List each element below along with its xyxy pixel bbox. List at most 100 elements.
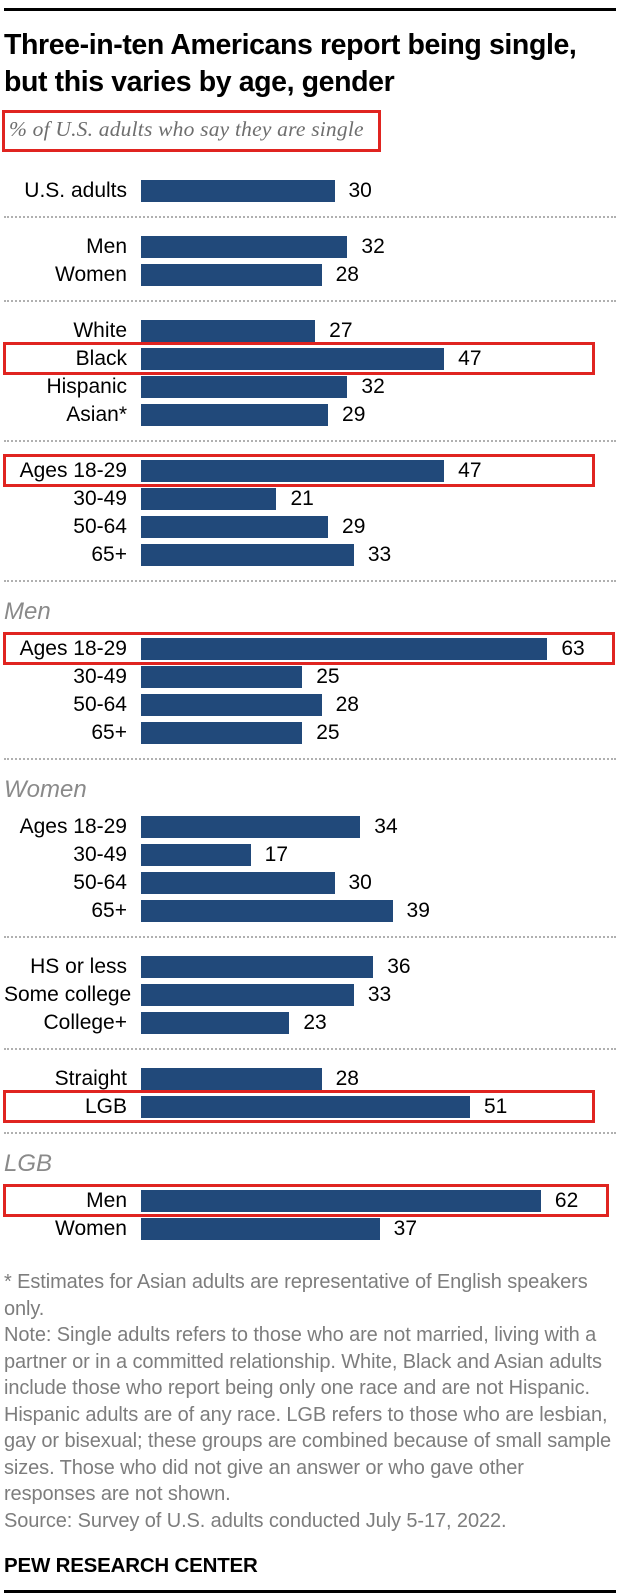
bar-label: Men <box>86 1189 127 1212</box>
bar-row: 30-49 17 <box>4 841 616 869</box>
bar-value: 21 <box>290 487 314 510</box>
bar-row: Ages 18-29 34 <box>4 813 616 841</box>
bar-value: 30 <box>348 179 372 202</box>
bar-row: 50-64 30 <box>4 869 616 897</box>
chart-group: U.S. adults 30 <box>4 164 616 218</box>
bar-row: 50-64 29 <box>4 513 616 541</box>
bar-value: 17 <box>264 843 288 866</box>
group-header: Women <box>4 776 87 803</box>
group-header: LGB <box>4 1150 53 1177</box>
bar <box>141 956 374 978</box>
bar-value: 29 <box>342 403 366 426</box>
bar-value: 63 <box>561 637 585 660</box>
bar-label: 30-49 <box>73 843 127 866</box>
bar-value: 34 <box>374 815 398 838</box>
bar-row: Black 47 <box>3 342 616 375</box>
bar-value: 47 <box>458 347 482 370</box>
chart-subtitle: % of U.S. adults who say they are single <box>9 117 364 141</box>
bar <box>141 1012 290 1034</box>
bar-value: 23 <box>303 1011 327 1034</box>
bar <box>141 320 316 342</box>
asterisk-note: * Estimates for Asian adults are represe… <box>4 1271 588 1320</box>
bar-row: Some college 33 <box>4 981 616 1009</box>
bar <box>141 264 322 286</box>
bar <box>141 638 548 660</box>
bar-value: 25 <box>316 665 340 688</box>
bar-label: Women <box>55 263 127 286</box>
bar-label: Ages 18-29 <box>19 815 127 838</box>
chart-footnotes: * Estimates for Asian adults are represe… <box>4 1269 616 1534</box>
bar <box>141 236 348 258</box>
bar-row: College+ 23 <box>4 1009 616 1037</box>
bar-label: 50-64 <box>73 871 127 894</box>
bar-value: 62 <box>554 1189 579 1212</box>
pew-research-center-wordmark: PEW RESEARCH CENTER <box>4 1554 258 1577</box>
bar-label: Asian* <box>66 403 127 426</box>
bar-label: Men <box>86 235 127 258</box>
bar-row: Ages 18-29 47 <box>3 454 616 487</box>
chart-group: LGB Men 62 Women 37 <box>3 1134 616 1249</box>
chart-group: Ages 18-29 47 30-49 21 50-64 29 65+ 33 <box>3 442 616 582</box>
bar <box>141 694 322 716</box>
source-note: Source: Survey of U.S. adults conducted … <box>4 1509 507 1532</box>
methodology-note: Note: Single adults refers to those who … <box>4 1324 612 1505</box>
chart-group: Women Ages 18-29 34 30-49 17 50-64 30 65+ 39 <box>4 760 616 938</box>
bar-label: Women <box>55 1217 127 1240</box>
bar <box>141 460 445 482</box>
chart-group: Straight 28 LGB 51 <box>3 1050 616 1134</box>
chart-group: Men Ages 18-29 63 30-49 25 50-64 28 65+ 25 <box>3 582 616 760</box>
top-divider <box>4 8 616 11</box>
bar-label: 30-49 <box>73 665 127 688</box>
bar <box>141 348 445 370</box>
chart-group: HS or less 36 Some college 33 College+ 23 <box>4 938 616 1050</box>
bar <box>141 544 354 566</box>
bar-label: 65+ <box>91 543 127 566</box>
bar-row: 30-49 25 <box>4 663 616 691</box>
bar-value: 47 <box>458 459 482 482</box>
bar-label: White <box>73 319 127 342</box>
bar-row: Men 62 <box>3 1184 616 1217</box>
bar-row: 50-64 28 <box>4 691 616 719</box>
bar-row: 65+ 39 <box>4 897 616 925</box>
bar-value: 25 <box>316 721 340 744</box>
bar <box>141 872 335 894</box>
bar-value: 33 <box>367 983 392 1006</box>
bar-row: Ages 18-29 63 <box>3 632 616 665</box>
chart-group: Men 32 Women 28 <box>4 218 616 302</box>
bar-row: 65+ 33 <box>4 541 616 569</box>
bar-value: 32 <box>361 375 385 398</box>
bar-row: 65+ 25 <box>4 719 616 747</box>
bar <box>141 816 361 838</box>
bar-label: 50-64 <box>73 515 127 538</box>
bar-value: 30 <box>348 871 372 894</box>
bar <box>141 180 335 202</box>
bar-value: 32 <box>361 235 385 258</box>
bar-row: Men 32 <box>4 233 616 261</box>
bar-row: Hispanic 32 <box>4 373 616 401</box>
group-header: Men <box>4 598 51 625</box>
bar <box>141 1096 470 1118</box>
bar-label: 65+ <box>91 721 127 744</box>
bar-label: 50-64 <box>73 693 127 716</box>
bar-value: 37 <box>393 1217 417 1240</box>
bar-row: 30-49 21 <box>4 485 616 513</box>
bar-row: HS or less 36 <box>4 953 616 981</box>
bar-row: LGB 51 <box>3 1090 616 1123</box>
bar-label: Hispanic <box>46 375 127 398</box>
bar-value: 51 <box>483 1095 508 1118</box>
bar <box>141 1190 541 1212</box>
bar-label: Ages 18-29 <box>19 637 127 660</box>
bar-label: College+ <box>43 1011 127 1034</box>
bar-label: Black <box>75 347 127 370</box>
bar-value: 27 <box>329 319 353 342</box>
bar-value: 28 <box>335 263 359 286</box>
bar-row: U.S. adults 30 <box>4 177 616 205</box>
bar-label: HS or less <box>30 955 127 978</box>
chart-title: Three-in-ten Americans report being sing… <box>4 29 577 98</box>
bar-value: 36 <box>387 955 411 978</box>
bar-row: Women 28 <box>4 261 616 289</box>
bar-label: Some college <box>4 983 132 1006</box>
bar <box>141 404 329 426</box>
bar <box>141 488 277 510</box>
bar-value: 29 <box>342 515 366 538</box>
